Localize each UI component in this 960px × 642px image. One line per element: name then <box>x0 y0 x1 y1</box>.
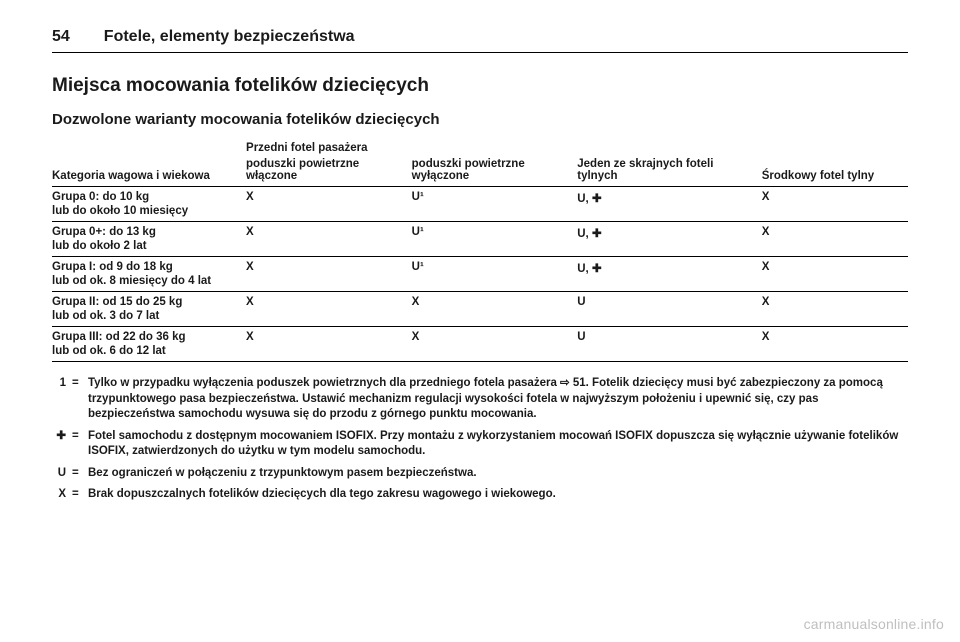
cell-category: Grupa III: od 22 do 36 kg lub od ok. 6 do… <box>52 327 246 362</box>
table-row: Grupa I: od 9 do 18 kg lub od ok. 8 miesi… <box>52 257 908 292</box>
category-line2: lub do około 10 miesięcy <box>52 205 240 217</box>
th-category: Kategoria wagowa i wiekowa <box>52 138 246 187</box>
cell-value: X <box>762 187 908 222</box>
category-line2: lub do około 2 lat <box>52 240 240 252</box>
cell-category: Grupa II: od 15 do 25 kg lub od ok. 3 do … <box>52 292 246 327</box>
category-line2: lub od ok. 8 miesięcy do 4 lat <box>52 275 240 287</box>
header-divider <box>52 52 908 53</box>
cell-value: U¹ <box>412 257 578 292</box>
section-title: Miejsca mocowania fotelików dziecięcych <box>52 75 908 97</box>
cell-value: X <box>246 292 412 327</box>
table-row: Grupa 0+: do 13 kglub do około 2 latXU¹U… <box>52 222 908 257</box>
footnote-row: ✚=Fotel samochodu z dostępnym mocowaniem… <box>52 429 908 460</box>
footnote-key: X <box>52 487 66 503</box>
category-line2: lub od ok. 6 do 12 lat <box>52 345 240 357</box>
section-subtitle: Dozwolone warianty mocowania fotelików d… <box>52 111 908 128</box>
cell-value: X <box>762 327 908 362</box>
th-front-seat-span: Przedni fotel pasażera <box>246 138 577 154</box>
category-line2: lub od ok. 3 do 7 lat <box>52 310 240 322</box>
th-airbags-off: poduszki powietrzne wyłączone <box>412 154 578 187</box>
table-row: Grupa III: od 22 do 36 kg lub od ok. 6 do… <box>52 327 908 362</box>
footnote-row: X = Brak dopuszczalnych fotelików dziecięc… <box>52 487 908 503</box>
th-center-rear: Środkowy fotel tylny <box>762 138 908 187</box>
cell-value: X <box>762 222 908 257</box>
cell-value: U <box>577 327 761 362</box>
cell-value: X <box>246 257 412 292</box>
th-outer-rear: Jeden ze skrajnych foteli tylnych <box>577 138 761 187</box>
category-line1: Grupa III: od 22 do 36 kg <box>52 331 186 343</box>
category-line1: Grupa 0: do 10 kg <box>52 191 149 203</box>
cell-category: Grupa I: od 9 do 18 kg lub od ok. 8 miesi… <box>52 257 246 292</box>
cell-value: U¹ <box>412 187 578 222</box>
watermark: carmanualsonline.info <box>804 616 944 632</box>
page-header: 54 Fotele, elementy bezpieczeństwa <box>52 28 908 46</box>
cell-value: X <box>246 327 412 362</box>
category-line1: Grupa 0+: do 13 kg <box>52 226 156 238</box>
footnote-equals: = <box>72 429 82 460</box>
category-line1: Grupa II: od 15 do 25 kg <box>52 296 182 308</box>
footnote-text: Brak dopuszczalnych fotelików dziecięcyc… <box>88 487 908 503</box>
cell-value: U¹ <box>412 222 578 257</box>
cell-value: U, ✚ <box>577 187 761 222</box>
cell-category: Grupa 0+: do 13 kg lub do około 2 lat <box>52 222 246 257</box>
chapter-title: Fotele, elementy bezpieczeństwa <box>104 28 355 46</box>
cell-value: U, ✚ <box>577 257 761 292</box>
category-line1: Grupa I: od 9 do 18 kg <box>52 261 173 273</box>
cell-value: X <box>412 327 578 362</box>
footnotes: 1=Tylko w przypadku wyłączenia poduszek … <box>52 376 908 503</box>
cell-value: X <box>246 187 412 222</box>
cell-value: X <box>412 292 578 327</box>
page-number: 54 <box>52 28 70 46</box>
footnote-key: 1 <box>52 376 66 423</box>
footnote-text: Tylko w przypadku wyłączenia poduszek po… <box>88 376 908 423</box>
footnote-text: Fotel samochodu z dostępnym mocowaniem I… <box>88 429 908 460</box>
cell-value: U, ✚ <box>577 222 761 257</box>
cell-category: Grupa 0: do 10 kg lub do około 10 miesięc… <box>52 187 246 222</box>
cell-value: X <box>246 222 412 257</box>
footnote-equals: = <box>72 487 82 503</box>
footnote-key: ✚ <box>52 429 66 460</box>
footnote-equals: = <box>72 376 82 423</box>
th-airbags-on: poduszki powietrzne włączone <box>246 154 412 187</box>
footnote-row: U = Bez ograniczeń w połączeniu z trzypunk… <box>52 466 908 482</box>
footnote-text: Bez ograniczeń w połączeniu z trzypunkto… <box>88 466 908 482</box>
table-row: Grupa II: od 15 do 25 kg lub od ok. 3 do … <box>52 292 908 327</box>
cell-value: U <box>577 292 761 327</box>
cell-value: X <box>762 257 908 292</box>
footnote-key: U <box>52 466 66 482</box>
footnote-equals: = <box>72 466 82 482</box>
footnote-row: 1=Tylko w przypadku wyłączenia poduszek … <box>52 376 908 423</box>
child-seat-table: Kategoria wagowa i wiekowa Przedni fotel… <box>52 138 908 362</box>
cell-value: X <box>762 292 908 327</box>
table-row: Grupa 0: do 10 kg lub do około 10 miesięc… <box>52 187 908 222</box>
